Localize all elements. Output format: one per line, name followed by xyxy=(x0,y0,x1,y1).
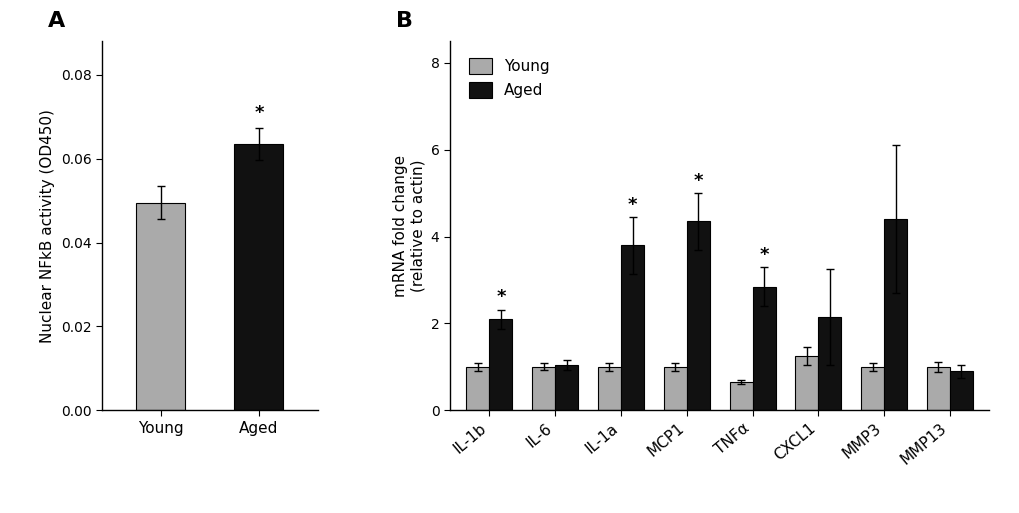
Bar xyxy=(949,371,972,410)
Bar xyxy=(663,367,686,410)
Y-axis label: Nuclear NFkB activity (OD450): Nuclear NFkB activity (OD450) xyxy=(40,109,55,343)
Text: *: * xyxy=(495,288,505,306)
Bar xyxy=(752,287,774,410)
Text: B: B xyxy=(395,11,413,31)
Bar xyxy=(686,222,709,410)
Bar xyxy=(489,319,512,410)
Bar xyxy=(926,367,949,410)
Bar xyxy=(860,367,883,410)
Bar xyxy=(532,367,554,410)
Bar xyxy=(234,144,283,410)
Text: *: * xyxy=(758,246,768,264)
Legend: Young, Aged: Young, Aged xyxy=(463,52,555,104)
Bar xyxy=(795,356,817,410)
Y-axis label: mRNA fold change
(relative to actin): mRNA fold change (relative to actin) xyxy=(392,154,425,297)
Text: *: * xyxy=(627,195,637,213)
Bar xyxy=(621,245,643,410)
Bar xyxy=(883,219,906,410)
Text: A: A xyxy=(48,11,65,31)
Bar xyxy=(597,367,621,410)
Bar xyxy=(817,317,841,410)
Bar xyxy=(554,365,578,410)
Bar xyxy=(466,367,489,410)
Text: *: * xyxy=(254,104,264,122)
Bar xyxy=(137,203,185,410)
Bar xyxy=(729,382,752,410)
Text: *: * xyxy=(693,172,702,190)
